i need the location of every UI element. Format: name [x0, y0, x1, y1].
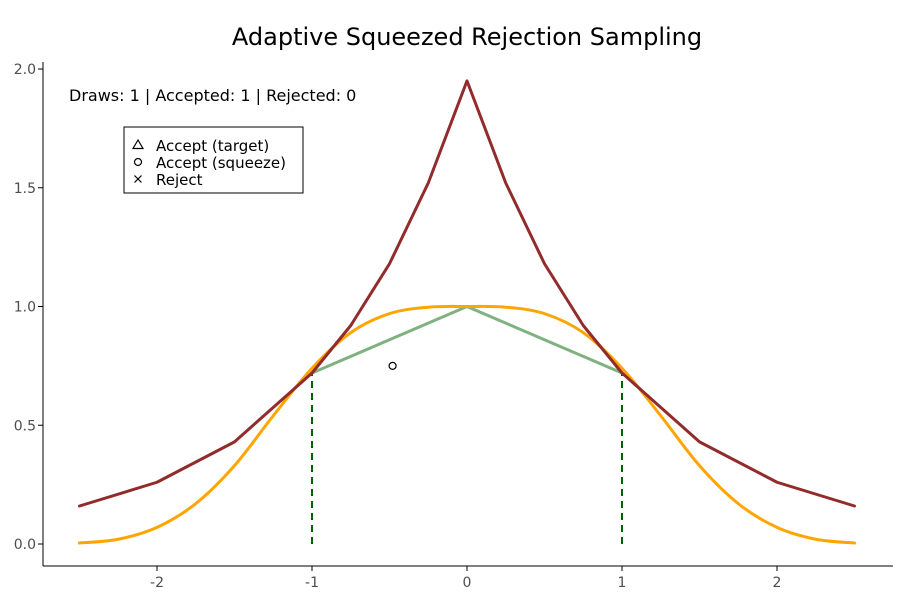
y-tick-label: 2.0: [14, 62, 36, 78]
y-tick-label: 1.0: [14, 300, 36, 316]
legend-entry-accept-squeeze: Accept (squeeze): [133, 154, 286, 172]
legend-triangle-icon: [131, 138, 145, 150]
legend-label-accept-target: Accept (target): [156, 137, 269, 155]
y-tick-label: 0.0: [14, 537, 36, 553]
envelope-line: [78, 79, 856, 508]
sample-point: [388, 361, 397, 370]
point-layer: [388, 361, 397, 370]
y-tick-label: 0.5: [14, 418, 36, 434]
x-tick-label: 1: [618, 575, 627, 591]
x-tick-label: 2: [773, 575, 782, 591]
series-layer: [78, 79, 856, 545]
chart-title: Adaptive Squeezed Rejection Sampling: [232, 23, 702, 51]
legend-entry-accept-target: Accept (target): [131, 137, 269, 155]
legend-label-reject: Reject: [156, 171, 203, 189]
target-line: [78, 304, 856, 545]
legend-box: [123, 126, 304, 194]
legend-circle-icon: [133, 157, 143, 167]
squeeze-line: [310, 305, 624, 375]
x-tick-label: -2: [150, 575, 164, 591]
x-tick-label: -1: [305, 575, 319, 591]
legend-entry-reject: Reject: [134, 171, 203, 189]
legend-cross-icon: [134, 175, 142, 183]
axes: -2 -1 0 1 2 0.0 0.5 1.0 1.5 2.0: [14, 62, 893, 591]
legend-label-accept-squeeze: Accept (squeeze): [156, 154, 286, 172]
y-tick-label: 1.5: [14, 181, 36, 197]
legend: Accept (target) Accept (squeeze) Reject: [123, 126, 304, 194]
counter-text: Draws: 1 | Accepted: 1 | Rejected: 0: [69, 86, 356, 105]
x-tick-label: 0: [463, 575, 472, 591]
